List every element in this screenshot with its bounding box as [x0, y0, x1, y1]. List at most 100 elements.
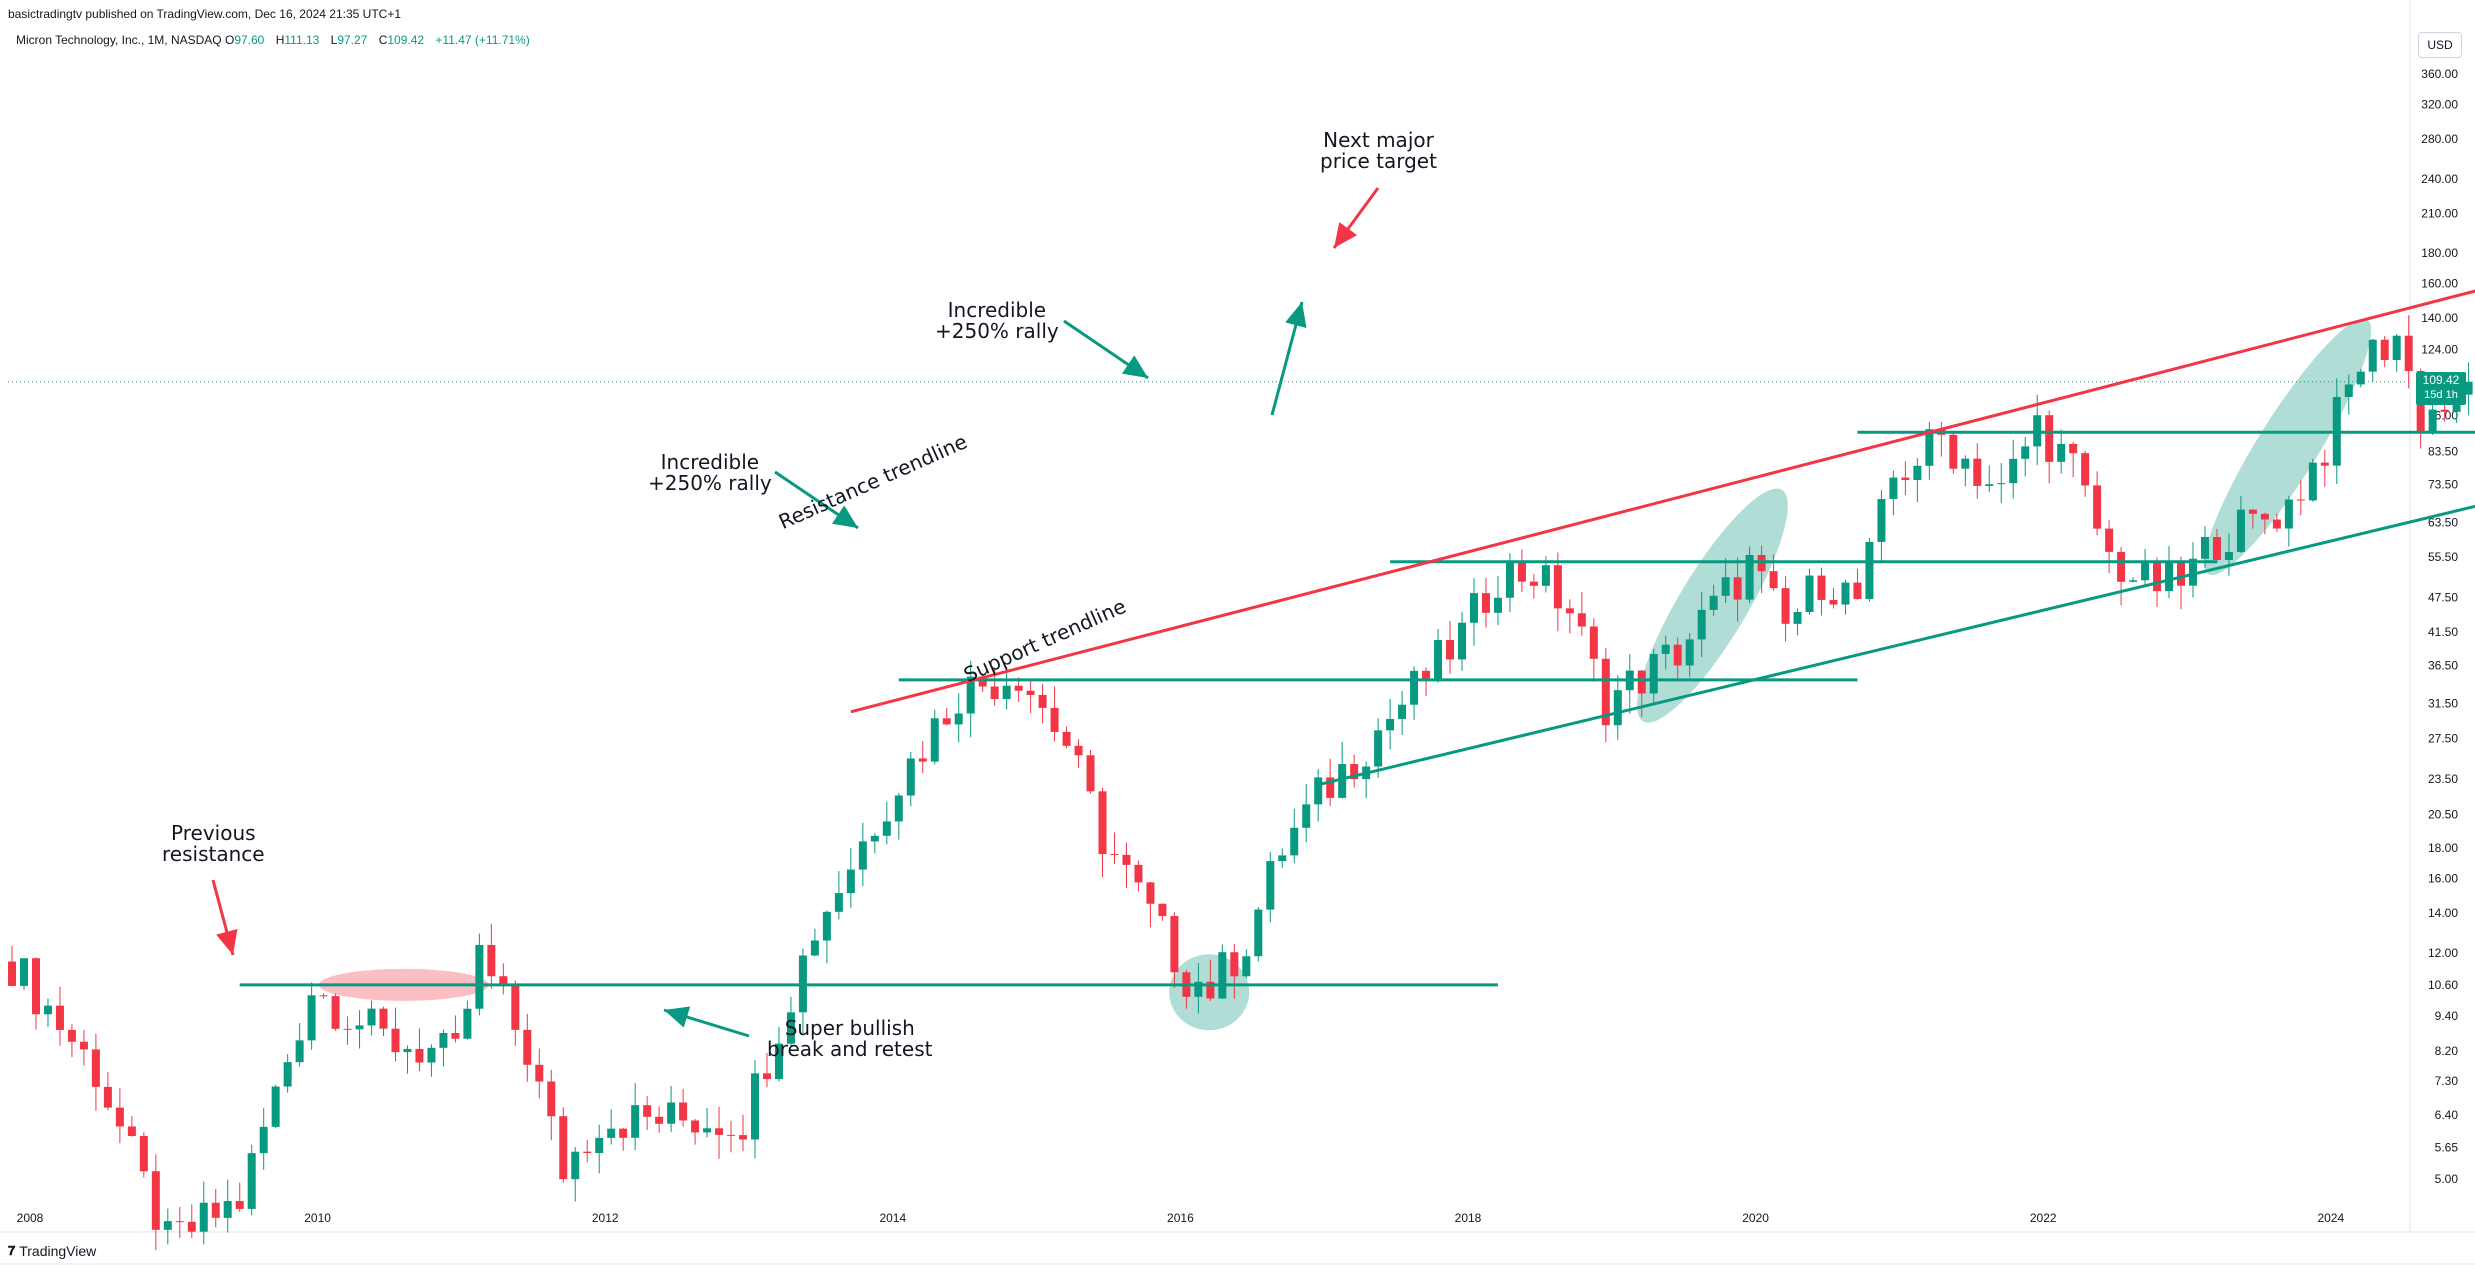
- y-tick-label: 20.50: [2428, 807, 2458, 821]
- x-tick-label: 2022: [2030, 1211, 2057, 1225]
- y-tick-label: 5.00: [2435, 1172, 2459, 1186]
- candle-body: [43, 1005, 52, 1015]
- y-tick-label: 6.40: [2435, 1108, 2459, 1122]
- candle-body: [2380, 339, 2389, 360]
- candle-body: [2117, 551, 2126, 582]
- candle-body: [1673, 644, 1682, 666]
- publisher-line: basictradingtv published on TradingView.…: [8, 7, 402, 21]
- brand-name: TradingView: [19, 1243, 97, 1259]
- candle-body: [115, 1107, 124, 1127]
- candle-body: [1949, 434, 1958, 469]
- candle-body: [2272, 519, 2281, 529]
- y-tick-label: 280.00: [2421, 132, 2458, 146]
- y-tick-label: 73.50: [2428, 478, 2458, 492]
- candle-body: [2165, 562, 2174, 592]
- candle-body: [1050, 707, 1059, 732]
- candle-body: [415, 1048, 424, 1063]
- candle-body: [91, 1049, 100, 1087]
- candle-body: [247, 1153, 256, 1209]
- candle-body: [727, 1134, 736, 1136]
- candle-body: [187, 1221, 196, 1232]
- candle-body: [127, 1126, 136, 1136]
- candle-body: [2188, 558, 2197, 586]
- candle-body: [1745, 554, 1754, 600]
- candle-body: [223, 1201, 232, 1218]
- candle-body: [918, 758, 927, 762]
- target-arrow-head: [1334, 222, 1358, 248]
- candle-body: [1434, 640, 1443, 681]
- retest-arrow-head: [664, 1006, 691, 1028]
- candle-body: [978, 676, 987, 687]
- candle-body: [1074, 745, 1083, 756]
- candle-body: [858, 841, 867, 870]
- candle-body: [355, 1025, 364, 1030]
- candle-body: [1541, 565, 1550, 586]
- candle-body: [1230, 952, 1239, 977]
- y-tick-label: 27.50: [2428, 732, 2458, 746]
- candle-body: [1242, 956, 1251, 977]
- candle-body: [2081, 453, 2090, 486]
- candle-body: [547, 1081, 556, 1117]
- candle-body: [451, 1032, 460, 1039]
- currency-button[interactable]: USD: [2418, 32, 2462, 58]
- rally-2-arrow-head: [1121, 355, 1148, 378]
- candle-body: [2440, 409, 2449, 412]
- candle-body: [1877, 499, 1886, 542]
- candle-body: [2284, 499, 2293, 529]
- close-label: C: [378, 33, 388, 47]
- tradingview-logo-icon: 𝟕: [8, 1243, 16, 1259]
- candle-body: [1014, 685, 1023, 691]
- candle-body: [679, 1102, 688, 1121]
- candle-body: [1194, 981, 1203, 997]
- breakout-arrow-head: [1285, 302, 1307, 329]
- candle-body: [834, 893, 843, 912]
- y-tick-label: 83.50: [2428, 445, 2458, 459]
- support-trendline: [1317, 504, 2475, 787]
- candle-body: [1266, 861, 1275, 910]
- candle-body: [571, 1151, 580, 1180]
- candle-body: [2404, 335, 2413, 372]
- y-tick-label: 140.00: [2421, 311, 2458, 325]
- candle-body: [882, 821, 891, 836]
- candle-body: [906, 758, 915, 796]
- y-tick-label: 23.50: [2428, 772, 2458, 786]
- candle-body: [1589, 626, 1598, 659]
- candle-body: [1122, 854, 1131, 865]
- change-value: +11.47 (+11.71%): [435, 33, 530, 47]
- candle-body: [8, 961, 17, 986]
- candle-body: [31, 958, 40, 1015]
- resistance-trendline: [850, 289, 2475, 714]
- candle-body: [1290, 827, 1299, 856]
- candle-body: [1446, 640, 1455, 660]
- candle-body: [1458, 622, 1467, 660]
- candle-body: [1314, 777, 1323, 805]
- y-tick-label: 10.60: [2428, 978, 2458, 992]
- candle-body: [1517, 562, 1526, 582]
- low-value: 97.27: [337, 33, 368, 47]
- candle-body: [1685, 639, 1694, 666]
- candle-body: [2177, 562, 2186, 586]
- candle-body: [1350, 764, 1359, 780]
- candle-body: [271, 1086, 280, 1127]
- countdown-value: 15d 1h: [2424, 389, 2458, 401]
- candle-body: [163, 1221, 172, 1230]
- candle-body: [1853, 582, 1862, 600]
- candle-body: [607, 1128, 616, 1138]
- candle-body: [2296, 499, 2305, 501]
- candle-body: [1086, 755, 1095, 792]
- candle-body: [2320, 462, 2329, 466]
- candle-body: [1338, 764, 1347, 798]
- candle-body: [2212, 536, 2221, 560]
- candle-body: [535, 1064, 544, 1082]
- footer-brand[interactable]: 𝟕 TradingView: [8, 1243, 96, 1259]
- annotation-rally-1: Incredible +250% rally: [648, 450, 772, 495]
- candle-body: [1829, 599, 1838, 605]
- candle-body: [595, 1137, 604, 1153]
- candle-body: [427, 1047, 436, 1063]
- candle-body: [1326, 777, 1335, 798]
- x-tick-label: 2014: [879, 1211, 906, 1225]
- candle-body: [2153, 562, 2162, 592]
- candle-body: [1146, 882, 1155, 904]
- candle-body: [846, 869, 855, 894]
